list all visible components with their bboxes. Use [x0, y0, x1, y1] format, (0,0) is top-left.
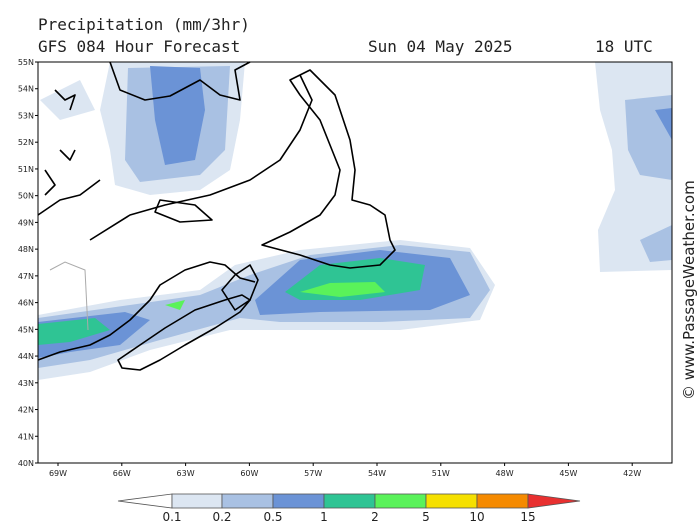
lon-label: 60W: [240, 469, 258, 478]
lat-label: 50N: [18, 192, 34, 201]
lon-label: 66W: [113, 469, 131, 478]
lat-label: 42N: [18, 406, 34, 415]
lat-label: 51N: [18, 165, 34, 174]
map: [37, 61, 673, 464]
lat-label: 45N: [18, 325, 34, 334]
map-title: Precipitation (mm/3hr): [38, 15, 250, 34]
lon-label: 69W: [49, 469, 67, 478]
border: [49, 261, 89, 331]
legend-label: 15: [520, 510, 535, 524]
legend-swatch: [221, 493, 274, 509]
map-frame: [37, 61, 673, 464]
legend-swatch: [476, 493, 529, 509]
forecast-date: Sun 04 May 2025: [368, 37, 513, 56]
model-run: GFS 084 Hour Forecast: [38, 37, 240, 56]
lon-label: 54W: [368, 469, 386, 478]
lat-label: 52N: [18, 138, 34, 147]
lat-label: 46N: [18, 299, 34, 308]
lat-label: 48N: [18, 245, 34, 254]
lat-label: 47N: [18, 272, 34, 281]
legend-swatch: [171, 493, 223, 509]
legend-low-tip: [117, 493, 173, 509]
lon-label: 42W: [623, 469, 641, 478]
lat-label: 44N: [18, 352, 34, 361]
lon-label: 45W: [559, 469, 577, 478]
lon-label: 57W: [304, 469, 322, 478]
axes: 55N 54N 53N 52N 51N 50N 49N 48N 47N 46N 45N 44N 43N 4…: [18, 58, 642, 478]
lat-label: 40N: [18, 459, 34, 468]
legend-label: 2: [371, 510, 379, 524]
lat-label: 49N: [18, 218, 34, 227]
lon-label: 63W: [177, 469, 195, 478]
lat-label: 43N: [18, 379, 34, 388]
lat-label: 54N: [18, 85, 34, 94]
lon-label: 48W: [496, 469, 514, 478]
legend-label: 0.1: [162, 510, 181, 524]
legend-label: 0.5: [263, 510, 282, 524]
lon-label: 51W: [432, 469, 450, 478]
forecast-time: 18 UTC: [595, 37, 653, 56]
legend-swatch: [425, 493, 478, 509]
lat-label: 41N: [18, 432, 34, 441]
legend-high-tip: [527, 493, 581, 509]
legend-label: 1: [320, 510, 328, 524]
credit: © www.PassageWeather.com: [680, 180, 698, 400]
legend-label: 5: [422, 510, 430, 524]
legend-label: 10: [469, 510, 484, 524]
legend-label: 0.2: [212, 510, 231, 524]
coastlines: [37, 61, 396, 371]
lat-label: 55N: [18, 58, 34, 67]
legend-swatch: [323, 493, 376, 509]
color-legend: 0.1 0.2 0.5 1 2 5 10 15: [117, 493, 581, 524]
legend-swatch: [374, 493, 427, 509]
precip-green: [165, 282, 385, 310]
lat-label: 53N: [18, 111, 34, 120]
legend-swatch: [272, 493, 325, 509]
